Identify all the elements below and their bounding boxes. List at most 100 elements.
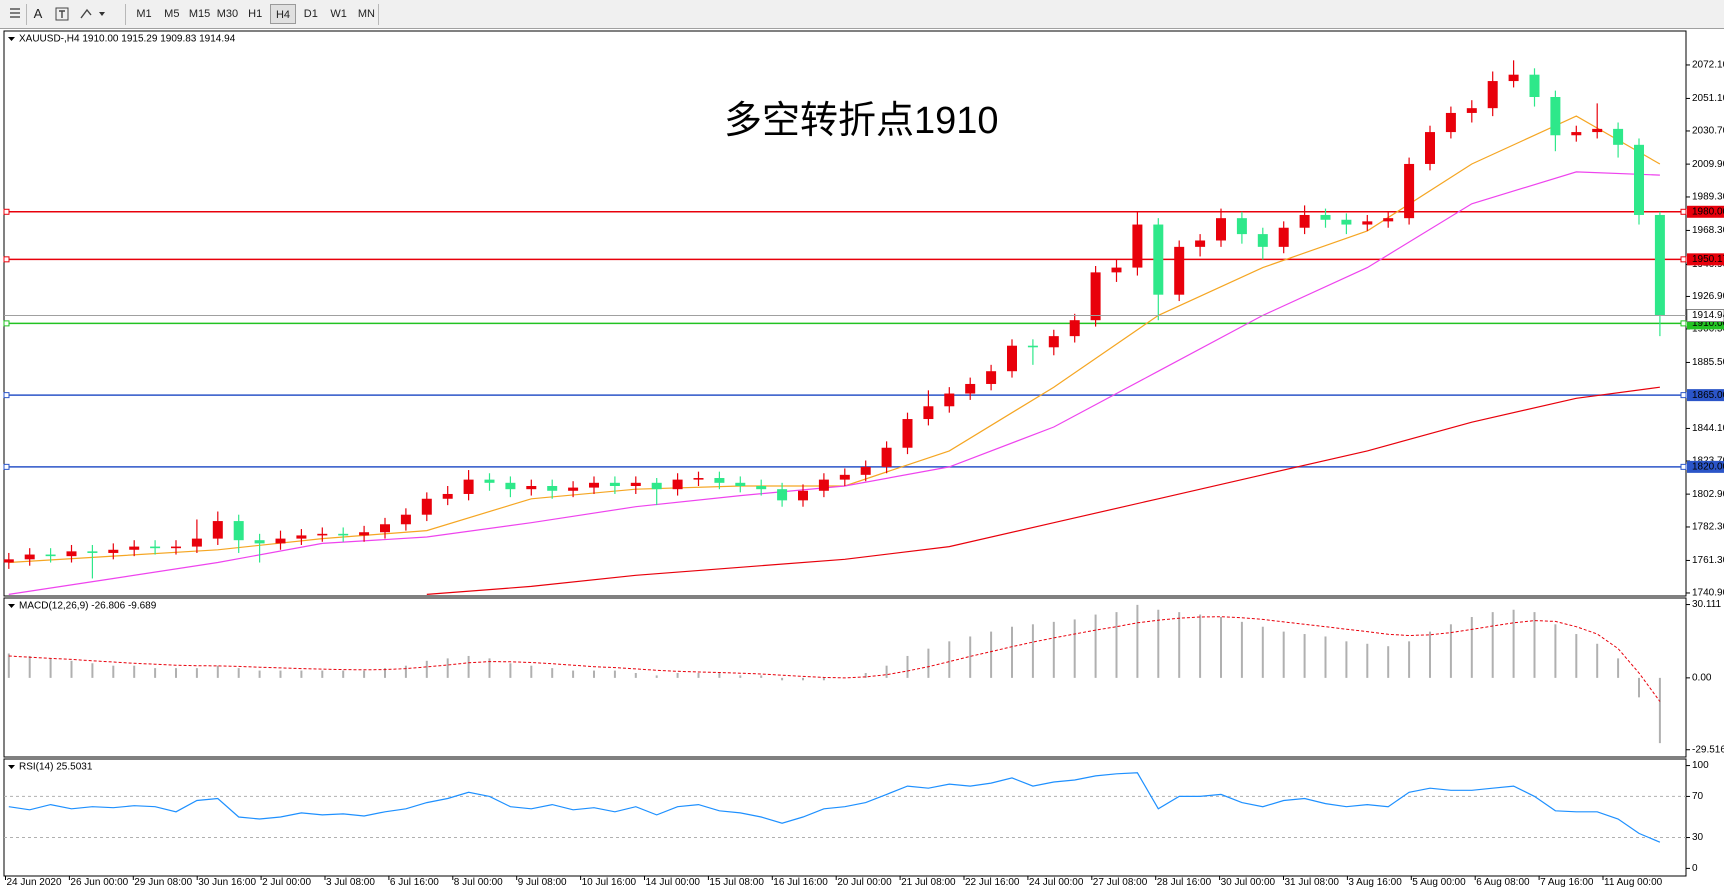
timeframe-button[interactable]: M5	[164, 8, 180, 20]
candle-body	[1216, 218, 1226, 241]
level-handle	[3, 256, 10, 263]
candle-body	[191, 538, 202, 547]
x-tick-label: 27 Jul 08:00	[1093, 877, 1148, 888]
y-tick-label: 1885.50	[1692, 357, 1724, 368]
candle-body	[1090, 272, 1101, 321]
candle-body	[87, 551, 98, 553]
y-tick-label: -29.516	[1692, 744, 1724, 755]
candle-body	[1425, 132, 1435, 164]
icon	[55, 7, 69, 21]
x-tick-label: 15 Jul 08:00	[709, 877, 764, 888]
candle-body	[693, 478, 704, 480]
separator	[26, 4, 27, 25]
candle-body	[442, 493, 453, 499]
cursor-icon[interactable]	[6, 4, 24, 24]
y-tick-label: 2009.90	[1692, 159, 1724, 170]
x-tick-label: 2 Jul 00:00	[262, 877, 311, 888]
label-tool[interactable]	[52, 4, 72, 24]
candle-body	[463, 479, 474, 494]
y-tick-label: 30.111	[1692, 599, 1722, 610]
candle-body	[609, 482, 620, 486]
timeframe-button[interactable]: H4	[270, 4, 296, 24]
candle-body	[944, 393, 955, 407]
y-tick-label: 1802.90	[1692, 489, 1724, 500]
last-price-box	[1686, 309, 1724, 323]
x-tick-label: 30 Jul 00:00	[1221, 877, 1276, 888]
candle-body	[1069, 320, 1080, 337]
shapes-tool[interactable]	[78, 4, 110, 24]
candle-body	[1174, 246, 1185, 295]
candle-body	[1153, 224, 1164, 295]
y-tick-label: 1926.90	[1692, 291, 1724, 302]
candle-body	[66, 551, 77, 557]
candle-body	[1132, 224, 1143, 268]
panel-title: RSI(14) 25.5031	[19, 762, 93, 773]
candle-body	[1529, 74, 1540, 98]
candle-body	[1634, 144, 1644, 215]
candle-body	[589, 482, 599, 488]
candle-body	[150, 546, 161, 549]
candle-body	[129, 546, 140, 550]
level-handle	[3, 463, 10, 470]
timeframe-button[interactable]: M1	[136, 8, 152, 20]
x-tick-label: 9 Jul 08:00	[518, 877, 567, 888]
candle-body	[338, 533, 349, 536]
candle-body	[735, 482, 746, 486]
timeframe-button[interactable]: M15	[188, 8, 211, 20]
candle-body	[547, 485, 558, 491]
candle-body	[1111, 267, 1122, 273]
candle-body	[965, 383, 976, 394]
timeframe-button[interactable]: MN	[357, 8, 375, 20]
candle-body	[1466, 108, 1477, 113]
text-tool[interactable]: A	[33, 6, 43, 21]
level-label: 1910.00	[1692, 318, 1724, 329]
macd-panel: 30.111 0.00 -29.516 MACD(12,26,9) -26.806 -…	[7, 599, 1724, 755]
timeframe-button[interactable]: H1	[248, 8, 263, 20]
candle-body	[1278, 227, 1289, 247]
candle-body	[108, 549, 119, 553]
separator	[378, 4, 379, 25]
candle-body	[839, 474, 850, 480]
candle-body	[171, 546, 181, 549]
level-label: 1980.00	[1692, 206, 1724, 217]
candle-body	[359, 532, 370, 536]
candle-body	[212, 521, 223, 539]
y-tick-label: 1989.30	[1692, 192, 1724, 203]
x-axis: 24 Jun 2020 26 Jun 00:00 29 Jun 08:00 30 Ju…	[5, 876, 1663, 888]
level-handle	[1680, 320, 1687, 327]
background	[0, 29, 1724, 888]
x-tick-label: 21 Jul 08:00	[901, 877, 956, 888]
y-tick-label: 0.00	[1692, 673, 1712, 684]
candle-body	[568, 487, 579, 491]
y-tick-label: 1761.30	[1692, 555, 1724, 566]
moving-average	[8, 171, 1660, 595]
chart: 2072.10 2051.10 2030.70 2009.90 1989.30 1968.…	[0, 29, 1724, 888]
x-tick-label: 5 Aug 00:00	[1412, 877, 1466, 888]
candle-body	[1508, 74, 1519, 82]
collapse-arrow	[8, 765, 15, 769]
level-label-box	[1687, 389, 1724, 402]
y-tick-label: 70	[1692, 791, 1704, 802]
timeframe-button[interactable]: D1	[303, 8, 318, 20]
y-tick-label: 1782.30	[1692, 522, 1724, 533]
timeframe-button[interactable]: W1	[330, 8, 347, 20]
level-label: 1820.00	[1692, 462, 1724, 473]
candle-body	[24, 554, 35, 560]
panel-title: XAUUSD-,H4 1910.00 1915.29 1909.83 1914.…	[19, 34, 236, 45]
timeframe-button[interactable]: M30	[216, 8, 239, 20]
candle-body	[798, 490, 808, 501]
collapse-arrow	[8, 604, 15, 608]
level-label-box	[1687, 253, 1724, 266]
candle-body	[233, 521, 244, 541]
y-tick-label: 2030.70	[1692, 126, 1724, 137]
candle-body	[1613, 128, 1624, 145]
candle-body	[3, 559, 14, 563]
y-tick-label: 1968.30	[1692, 225, 1724, 236]
candle-body	[296, 535, 307, 539]
candle-body	[1383, 218, 1394, 222]
candle-body	[317, 533, 328, 536]
candle-body	[860, 466, 871, 475]
price-panel: 2072.10 2051.10 2030.70 2009.90 1989.30 1968.…	[3, 34, 1724, 599]
x-tick-label: 16 Jul 16:00	[773, 877, 828, 888]
